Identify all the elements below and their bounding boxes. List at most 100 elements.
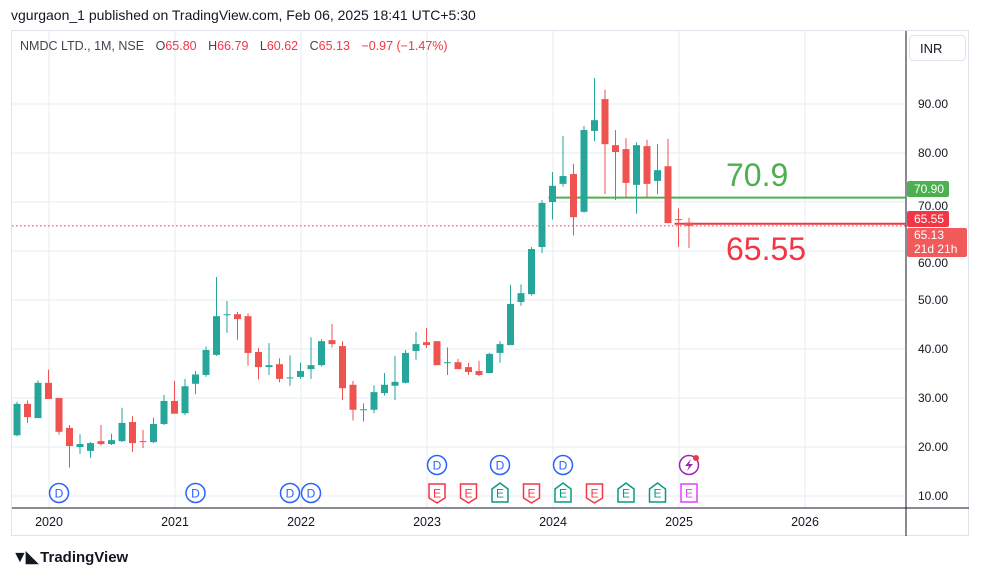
close-label: C [309,39,319,53]
candle-body [13,403,21,436]
dividend-marker-letter: D [191,487,200,501]
price-tick-label: 50.00 [918,293,948,307]
earnings-marker-icon [680,483,698,503]
notification-dot-icon [693,455,699,461]
candle-body [591,120,598,131]
time-tick-label: 2024 [539,515,567,529]
candle-body [402,352,409,383]
candle-body [370,392,378,410]
candle-body [181,386,189,414]
open-label: O [155,39,166,53]
dividend-marker-icon [185,482,206,504]
dividend-marker-icon [426,454,448,476]
candle-body [297,371,304,377]
candle-body [160,400,168,424]
dividend-marker-letter: D [286,487,295,501]
time-tick-label: 2025 [665,515,693,529]
earnings-marker-letter: E [590,487,598,501]
countdown-label: 21d 21h [914,242,957,256]
tradingview-logo-icon: ▼◣ [12,549,38,566]
candle-body [97,441,105,445]
dividend-marker-icon [552,454,574,476]
earnings-marker-letter: E [527,487,535,501]
candle-body [24,403,31,418]
dividend-marker-icon [300,482,322,504]
candle-body [633,145,640,185]
candle-body [223,314,231,316]
earnings-marker-letter: E [496,487,504,501]
high-value: 66.79 [217,39,249,53]
dividend-marker-letter: D [559,459,568,473]
dividend-marker-letter: D [55,487,64,501]
candle-body [538,202,546,248]
price-badge-65-55 [907,211,949,227]
candle-body [244,316,252,353]
earnings-marker-icon [648,482,667,503]
candle-body [34,382,42,419]
price-tick-label: 80.00 [918,146,948,160]
candle-body [643,146,651,184]
candle-body [349,384,357,410]
price-badge-label: 65.55 [914,212,944,226]
candle-body [139,441,147,443]
earnings-marker-icon [491,482,509,503]
low-value: 60.62 [266,39,299,53]
candle-body [685,222,693,226]
change-value: −0.97 (−1.47%) [361,39,448,53]
candle-body [549,185,556,202]
price-tick-label: 90.00 [918,97,948,111]
time-tick-label: 2021 [161,515,189,529]
footer-brand[interactable]: ▼◣ TradingView [12,547,128,567]
earnings-marker-letter: E [464,487,472,501]
candle-body [276,364,283,379]
resistance-annotation: 70.9 [726,157,788,193]
earnings-marker-letter: E [622,487,630,501]
candle-body [171,400,178,414]
earnings-marker-icon [459,483,478,504]
candle-body [265,365,273,368]
earnings-marker-icon [428,483,446,504]
earnings-marker-letter: E [433,487,441,501]
candle-body [507,303,514,346]
candle-body [517,293,525,302]
candle-body [76,444,84,447]
candle-body [601,99,609,145]
dividend-marker-letter: D [433,459,442,473]
candle-body [475,371,483,375]
candle-body [570,174,577,218]
candle-body [213,316,220,355]
dividend-marker-letter: D [307,487,316,501]
chart-frame [11,30,969,536]
brand-name: TradingView [40,548,129,566]
candle-body [580,129,588,212]
candle-body [381,384,388,394]
earnings-marker-icon [522,483,541,504]
price-badge-70-90 [907,181,949,197]
symbol-label[interactable]: NMDC LTD., 1M, NSE [20,39,145,53]
candle-body [391,381,399,386]
candle-body [118,422,126,442]
candle-body [150,423,157,443]
price-tick-label: 60.00 [918,256,948,270]
candle-body [528,249,535,295]
time-tick-label: 2026 [791,515,819,529]
candle-body [412,344,420,351]
high-label: H [208,39,218,53]
candle-body [612,145,619,153]
candle-body [465,367,472,373]
candle-body [654,170,661,181]
candle-body [559,176,567,184]
currency-button[interactable]: INR [909,35,966,61]
candle-body [454,362,462,370]
price-tick-label: 40.00 [918,342,948,356]
candle-body [55,398,63,432]
open-value: 65.80 [165,39,197,53]
support-annotation: 65.55 [726,231,806,267]
earnings-marker-icon [617,482,635,503]
candle-body [496,344,504,353]
candle-body [444,362,451,364]
candle-body [307,365,315,370]
lightning-icon [685,459,693,471]
earnings-marker-icon [585,483,604,504]
